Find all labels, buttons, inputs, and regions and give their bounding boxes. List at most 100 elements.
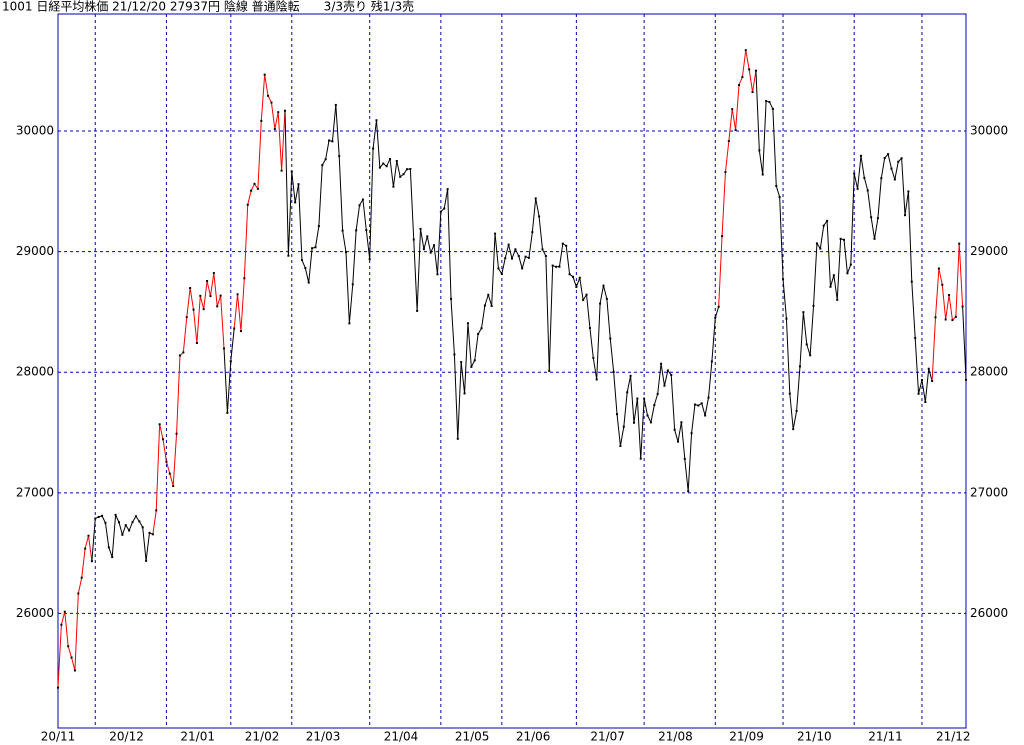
point (951, 319, 954, 322)
point (162, 438, 165, 441)
point (656, 392, 659, 395)
x-tick-label: 20/12 (109, 730, 144, 744)
point (260, 119, 263, 122)
point (446, 188, 449, 191)
line-segment (691, 404, 696, 434)
line-segment (850, 173, 855, 265)
y-tick-label-right: 26000 (970, 606, 1008, 620)
line-segment (806, 344, 811, 356)
point (90, 560, 93, 563)
point (382, 162, 385, 165)
point (514, 248, 517, 251)
line-segment (115, 514, 120, 523)
point (558, 265, 561, 268)
point (511, 257, 513, 260)
point (914, 337, 917, 340)
point (544, 254, 547, 257)
point (480, 327, 483, 330)
line-segment (572, 276, 577, 288)
point (616, 413, 619, 416)
point (561, 242, 564, 245)
line-segment (558, 243, 564, 267)
y-tick-label-right: 30000 (970, 123, 1008, 137)
point (233, 327, 236, 330)
point (734, 129, 737, 132)
point (897, 160, 900, 163)
point (551, 264, 554, 267)
point (500, 273, 503, 276)
point (900, 157, 903, 160)
point (721, 235, 724, 238)
line-segment (945, 294, 950, 320)
line-segment (819, 225, 825, 249)
line-segment (335, 104, 340, 157)
line-segment (426, 236, 432, 253)
line-segment (701, 403, 706, 416)
point (575, 285, 578, 288)
line-segment (342, 230, 347, 253)
point (111, 556, 114, 559)
point (883, 157, 886, 160)
line-segment (890, 168, 896, 180)
line-segment (481, 305, 486, 329)
line-segment (935, 268, 940, 318)
y-tick-label: 29000 (16, 244, 54, 258)
point (117, 521, 120, 524)
line-segment (809, 305, 815, 356)
point (273, 127, 276, 130)
point (761, 173, 764, 176)
point (399, 175, 402, 178)
x-tick-label: 21/01 (180, 730, 215, 744)
point (426, 235, 429, 238)
point (101, 514, 104, 517)
point (717, 305, 720, 308)
line-segment (531, 198, 537, 233)
line-segment (467, 323, 472, 367)
point (646, 414, 649, 417)
line-segment (874, 218, 879, 239)
point (934, 316, 937, 319)
line-segment (203, 280, 208, 310)
x-tick-label: 21/02 (245, 730, 280, 744)
line-segment (931, 317, 937, 382)
point (521, 267, 524, 270)
line-segment (423, 236, 428, 250)
point (344, 251, 347, 254)
point (907, 190, 910, 193)
line-segment (829, 275, 835, 287)
line-segment (213, 273, 218, 307)
line-segment (396, 160, 401, 177)
line-segment (294, 184, 300, 203)
point (866, 189, 869, 192)
y-tick-label: 26000 (16, 606, 54, 620)
line-segment (501, 258, 506, 275)
line-segment (548, 265, 554, 371)
point (155, 509, 158, 512)
point (477, 332, 480, 335)
line-segment (260, 74, 266, 121)
line-segment (277, 112, 283, 171)
point (724, 171, 727, 174)
point (822, 224, 825, 227)
line-segment (186, 287, 191, 318)
line-segment (836, 238, 842, 300)
point (649, 421, 652, 424)
point (297, 183, 300, 186)
point (392, 185, 395, 188)
line-segment (420, 228, 425, 250)
line-segment (613, 371, 618, 415)
y-tick-label-right: 28000 (970, 365, 1008, 379)
point (839, 237, 842, 240)
point (304, 267, 307, 270)
line-segment (728, 109, 733, 142)
point (937, 267, 940, 270)
point (863, 176, 866, 179)
line-segment (921, 379, 926, 403)
point (870, 216, 873, 219)
point (277, 111, 280, 114)
point (121, 533, 124, 536)
line-segment (853, 173, 859, 189)
point (775, 184, 778, 187)
point (771, 107, 774, 110)
line-segment (630, 375, 635, 423)
